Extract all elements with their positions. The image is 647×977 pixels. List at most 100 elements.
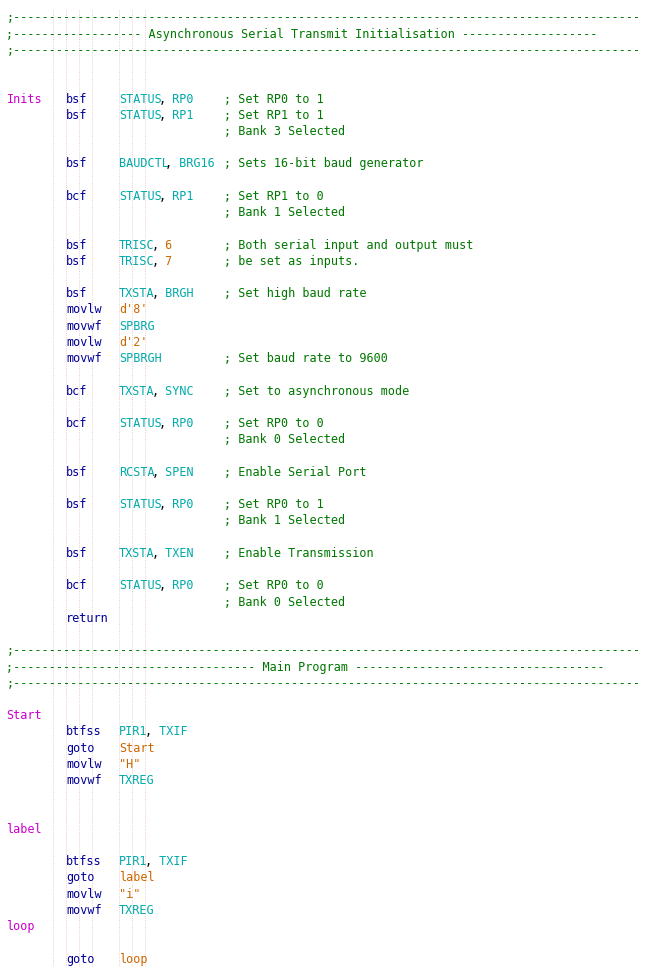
Text: ,: , (159, 498, 166, 511)
Text: movwf: movwf (66, 319, 102, 333)
Text: ;-------------------------------------------------------------------------------: ;---------------------------------------… (6, 44, 647, 57)
Text: SPEN: SPEN (159, 466, 194, 479)
Text: Inits: Inits (6, 93, 42, 106)
Text: bsf: bsf (66, 547, 87, 560)
Text: movlw: movlw (66, 336, 102, 349)
Text: RP0: RP0 (165, 498, 193, 511)
Text: bsf: bsf (66, 466, 87, 479)
Text: bcf: bcf (66, 417, 87, 430)
Text: BRGH: BRGH (159, 287, 194, 300)
Text: ; Set RP1 to 0: ; Set RP1 to 0 (225, 190, 324, 203)
Text: BAUDCTL: BAUDCTL (119, 157, 169, 170)
Text: RP1: RP1 (165, 190, 193, 203)
Text: goto: goto (66, 871, 94, 884)
Text: movlw: movlw (66, 304, 102, 317)
Text: TXIF: TXIF (152, 725, 188, 739)
Text: RP0: RP0 (165, 417, 193, 430)
Text: "i": "i" (119, 888, 140, 901)
Text: loop: loop (119, 953, 148, 965)
Text: BRG16: BRG16 (171, 157, 214, 170)
Text: ; Set RP0 to 0: ; Set RP0 to 0 (225, 579, 324, 592)
Text: PIR1: PIR1 (119, 855, 148, 869)
Text: bsf: bsf (66, 108, 87, 122)
Text: ,: , (152, 466, 159, 479)
Text: ; Set RP1 to 1: ; Set RP1 to 1 (225, 108, 324, 122)
Text: PIR1: PIR1 (119, 725, 148, 739)
Text: RP0: RP0 (165, 93, 193, 106)
Text: 6: 6 (159, 238, 173, 252)
Text: 7: 7 (159, 255, 173, 268)
Text: ; Set RP0 to 1: ; Set RP0 to 1 (225, 93, 324, 106)
Text: ,: , (165, 157, 172, 170)
Text: ; Set RP0 to 0: ; Set RP0 to 0 (225, 417, 324, 430)
Text: d'2': d'2' (119, 336, 148, 349)
Text: Start: Start (119, 742, 155, 754)
Text: ;---------------------------------- Main Program -------------------------------: ;---------------------------------- Main… (6, 660, 605, 673)
Text: Start: Start (6, 709, 42, 722)
Text: label: label (119, 871, 155, 884)
Text: ; Bank 1 Selected: ; Bank 1 Selected (225, 206, 345, 219)
Text: ,: , (159, 579, 166, 592)
Text: label: label (6, 823, 42, 835)
Text: TXEN: TXEN (159, 547, 194, 560)
Text: movlw: movlw (66, 888, 102, 901)
Text: return: return (66, 612, 109, 625)
Text: TXREG: TXREG (119, 774, 155, 787)
Text: ,: , (152, 238, 159, 252)
Text: TXIF: TXIF (152, 855, 188, 869)
Text: ,: , (145, 855, 152, 869)
Text: ,: , (152, 255, 159, 268)
Text: ; Sets 16-bit baud generator: ; Sets 16-bit baud generator (225, 157, 424, 170)
Text: ;-------------------------------------------------------------------------------: ;---------------------------------------… (6, 12, 647, 24)
Text: RCSTA: RCSTA (119, 466, 155, 479)
Text: bcf: bcf (66, 190, 87, 203)
Text: d'8': d'8' (119, 304, 148, 317)
Text: TXSTA: TXSTA (119, 385, 155, 398)
Text: movwf: movwf (66, 904, 102, 917)
Text: bsf: bsf (66, 93, 87, 106)
Text: "H": "H" (119, 758, 140, 771)
Text: TXREG: TXREG (119, 904, 155, 917)
Text: RP1: RP1 (165, 108, 193, 122)
Text: ;-------------------------------------------------------------------------------: ;---------------------------------------… (6, 677, 647, 690)
Text: RP0: RP0 (165, 579, 193, 592)
Text: ;-------------------------------------------------------------------------------: ;---------------------------------------… (6, 644, 647, 658)
Text: ; Enable Transmission: ; Enable Transmission (225, 547, 374, 560)
Text: goto: goto (66, 742, 94, 754)
Text: ,: , (145, 725, 152, 739)
Text: movwf: movwf (66, 352, 102, 365)
Text: ,: , (159, 417, 166, 430)
Text: SPBRG: SPBRG (119, 319, 155, 333)
Text: btfss: btfss (66, 725, 102, 739)
Text: bcf: bcf (66, 579, 87, 592)
Text: ; Enable Serial Port: ; Enable Serial Port (225, 466, 367, 479)
Text: ;------------------ Asynchronous Serial Transmit Initialisation ----------------: ;------------------ Asynchronous Serial … (6, 27, 598, 41)
Text: btfss: btfss (66, 855, 102, 869)
Text: bsf: bsf (66, 255, 87, 268)
Text: goto: goto (66, 953, 94, 965)
Text: bcf: bcf (66, 385, 87, 398)
Text: movwf: movwf (66, 774, 102, 787)
Text: ; Bank 3 Selected: ; Bank 3 Selected (225, 125, 345, 138)
Text: movlw: movlw (66, 758, 102, 771)
Text: ; Both serial input and output must: ; Both serial input and output must (225, 238, 474, 252)
Text: TXSTA: TXSTA (119, 547, 155, 560)
Text: bsf: bsf (66, 157, 87, 170)
Text: bsf: bsf (66, 498, 87, 511)
Text: ; Bank 0 Selected: ; Bank 0 Selected (225, 434, 345, 446)
Text: ,: , (152, 547, 159, 560)
Text: loop: loop (6, 920, 35, 933)
Text: ; Set baud rate to 9600: ; Set baud rate to 9600 (225, 352, 388, 365)
Text: TRISC: TRISC (119, 238, 155, 252)
Text: ,: , (159, 190, 166, 203)
Text: bsf: bsf (66, 238, 87, 252)
Text: ; be set as inputs.: ; be set as inputs. (225, 255, 360, 268)
Text: ,: , (152, 385, 159, 398)
Text: STATUS: STATUS (119, 190, 162, 203)
Text: STATUS: STATUS (119, 93, 162, 106)
Text: STATUS: STATUS (119, 579, 162, 592)
Text: STATUS: STATUS (119, 498, 162, 511)
Text: TXSTA: TXSTA (119, 287, 155, 300)
Text: ; Set RP0 to 1: ; Set RP0 to 1 (225, 498, 324, 511)
Text: ; Set to asynchronous mode: ; Set to asynchronous mode (225, 385, 410, 398)
